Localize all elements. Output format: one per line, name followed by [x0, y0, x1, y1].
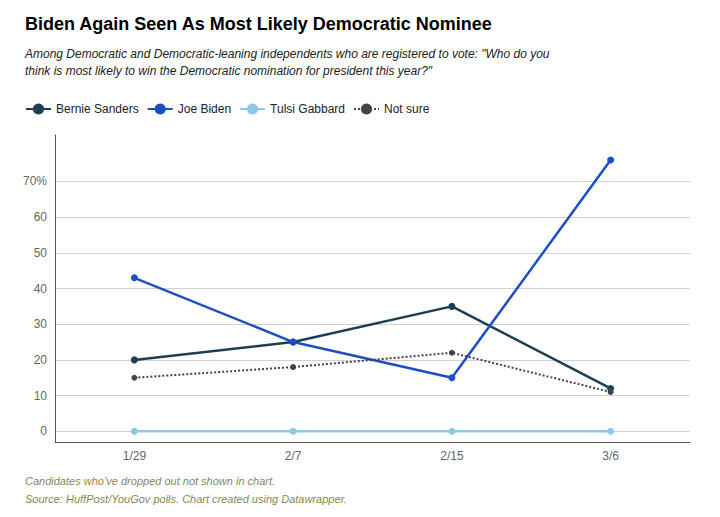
svg-text:2/15: 2/15 [440, 449, 464, 463]
svg-text:0: 0 [40, 424, 47, 438]
svg-text:1/29: 1/29 [123, 449, 147, 463]
svg-text:10: 10 [34, 389, 48, 403]
svg-text:Bernie Sanders: Bernie Sanders [56, 102, 139, 116]
svg-text:Tulsi Gabbard: Tulsi Gabbard [270, 102, 345, 116]
svg-text:3/6: 3/6 [602, 449, 619, 463]
svg-text:70%: 70% [23, 174, 47, 188]
svg-text:60: 60 [34, 210, 48, 224]
svg-text:20: 20 [34, 353, 48, 367]
svg-text:Joe Biden: Joe Biden [178, 102, 231, 116]
svg-text:Candidates who’ve dropped out: Candidates who’ve dropped out not shown … [25, 475, 275, 487]
svg-text:Biden Again Seen As Most Likel: Biden Again Seen As Most Likely Democrat… [25, 14, 492, 34]
svg-text:40: 40 [34, 282, 48, 296]
svg-text:30: 30 [34, 317, 48, 331]
svg-text:think is most likely to win th: think is most likely to win the Democrat… [25, 64, 433, 78]
svg-text:Among Democratic and Democrati: Among Democratic and Democratic-leaning … [24, 47, 550, 61]
svg-text:Source: HuffPost/YouGov polls.: Source: HuffPost/YouGov polls. Chart cre… [25, 493, 347, 505]
svg-text:Not sure: Not sure [384, 102, 430, 116]
svg-text:2/7: 2/7 [285, 449, 302, 463]
svg-text:50: 50 [34, 246, 48, 260]
